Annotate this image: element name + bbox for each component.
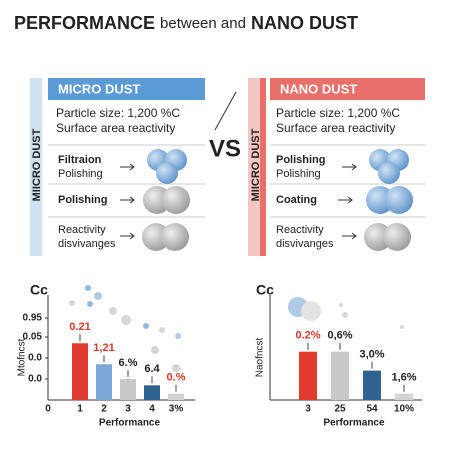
- dividers: [48, 144, 205, 218]
- bar: [96, 364, 112, 400]
- y-axis-label: Mtofncst: [17, 338, 28, 376]
- particles: [364, 149, 413, 251]
- value-label: 1,6%: [391, 372, 416, 384]
- bubbles: [69, 285, 404, 372]
- y-axis-label: Naofncst: [255, 338, 266, 378]
- y-tick-label: 0.05: [23, 332, 43, 343]
- side-strip: [30, 78, 42, 256]
- chart-title: Cc: [256, 282, 274, 298]
- bar: [144, 385, 160, 400]
- y-tick-label: 0.95: [23, 313, 43, 324]
- panel-heading: MICRO DUST: [58, 81, 140, 96]
- description: Surface area reactivity: [276, 121, 395, 135]
- row-text: Reactivity: [276, 224, 324, 236]
- x-tick-label: 3%: [169, 404, 184, 415]
- x-tick-label: 54: [366, 404, 378, 415]
- panel-header: [48, 78, 205, 100]
- value-label: 0.%: [167, 372, 186, 384]
- bar: [299, 351, 317, 400]
- bar: [395, 393, 413, 400]
- origin-label: 0: [45, 404, 51, 415]
- value-label: 6.%: [119, 357, 138, 369]
- row-text: Reactivity: [58, 224, 106, 236]
- chart-title: Cc: [30, 282, 48, 298]
- row-text: Polishing: [58, 194, 108, 206]
- x-tick-label: 3: [305, 404, 311, 415]
- arrows: [120, 163, 135, 240]
- value-label: 0,6%: [327, 330, 352, 342]
- value-label: 0.2%: [295, 330, 320, 342]
- description: Particle size: 1,200 %C: [56, 106, 180, 120]
- title: PERFORMANCE between and NANO DUST: [14, 13, 358, 33]
- side-label: MIICRO DUST: [31, 128, 43, 201]
- x-axis-label: Performance: [99, 418, 161, 429]
- value-label: 1,21: [93, 342, 114, 354]
- title-normal: between and: [160, 15, 246, 32]
- value-label: 3,0%: [359, 349, 384, 361]
- x-tick-label: 25: [334, 404, 346, 415]
- x-tick-label: 3: [125, 404, 131, 415]
- row-text: Filtraion: [58, 154, 102, 166]
- value-label: 6.4: [144, 363, 160, 375]
- bar: [363, 370, 381, 400]
- side-label: MIICRO DUST: [250, 128, 262, 201]
- bar: [168, 393, 184, 400]
- row-text: Polishing: [276, 154, 326, 166]
- side-strip: [260, 78, 266, 256]
- title-bold: NANO DUST: [251, 13, 358, 33]
- x-tick-label: 10%: [394, 404, 414, 415]
- title-bold: PERFORMANCE: [14, 13, 155, 33]
- x-axis-label: Performance: [323, 418, 385, 429]
- row-text: disvivanges: [276, 238, 334, 250]
- bar: [120, 379, 136, 400]
- dividers: [270, 144, 425, 218]
- bar: [72, 343, 88, 400]
- x-tick-label: 4: [149, 404, 155, 415]
- row-text: Polishing: [276, 168, 321, 180]
- x-tick-label: 1: [77, 404, 83, 415]
- row-text: disvivanges: [58, 238, 116, 250]
- description: Particle size: 1,200 %C: [276, 106, 400, 120]
- row-text: Polishing: [58, 168, 103, 180]
- row-text: Coating: [276, 194, 317, 206]
- panel-heading: NANO DUST: [280, 81, 357, 96]
- value-label: 0.21: [69, 321, 90, 333]
- arrows: [338, 163, 357, 240]
- vs: VS: [209, 135, 241, 162]
- description: Surface area reactivity: [56, 121, 175, 135]
- vs-slash: [214, 91, 237, 131]
- panel-header: [270, 78, 425, 100]
- bar: [331, 351, 349, 400]
- y-tick-label: 0.0: [28, 353, 42, 364]
- y-tick-label: 0.0: [28, 374, 42, 385]
- x-tick-label: 2: [101, 404, 107, 415]
- side-strip: [248, 78, 260, 256]
- particles: [142, 149, 190, 251]
